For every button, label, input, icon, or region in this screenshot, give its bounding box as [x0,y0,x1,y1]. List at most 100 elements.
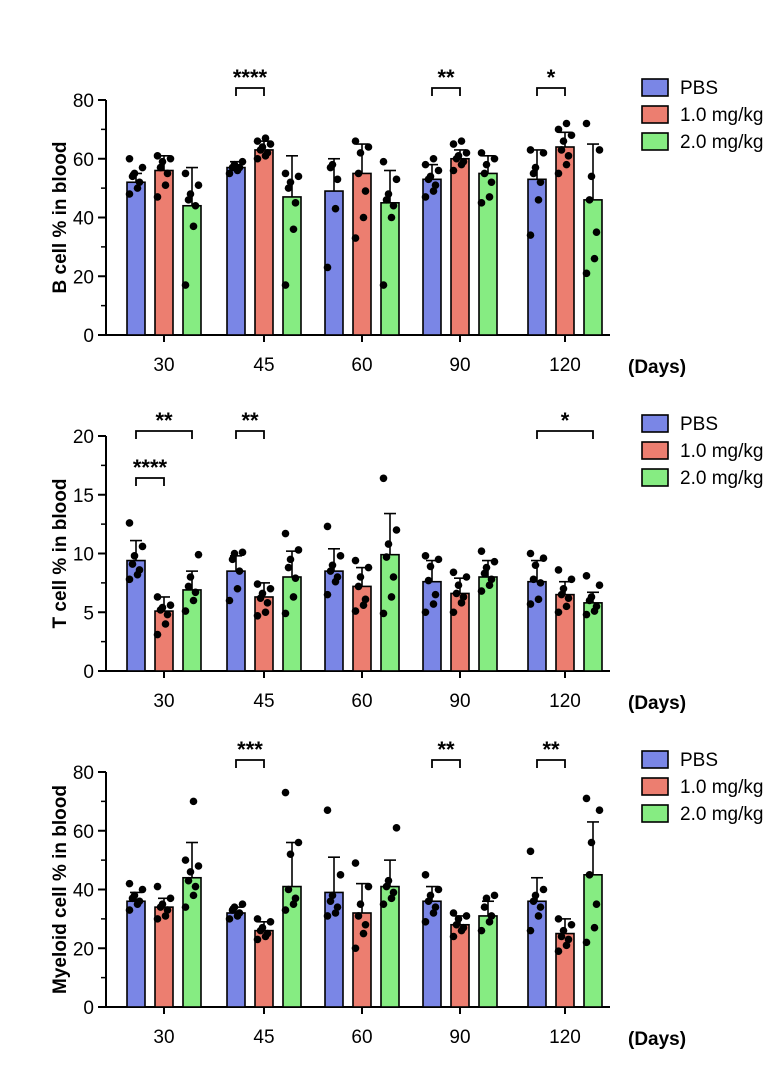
data-point [281,788,290,797]
data-point [462,912,471,920]
data-point [158,157,167,166]
data-point [534,196,543,204]
x-tick-label: 90 [449,1027,470,1048]
y-tick-label: 40 [73,209,94,230]
data-point [554,947,563,955]
x-tick-label: 30 [153,1027,174,1048]
data-point [582,610,591,619]
data-point [557,590,566,599]
data-point [426,891,435,900]
data-point [562,160,571,169]
data-point [429,909,438,917]
data-point [286,178,295,187]
data-point [379,474,388,483]
data-point [258,923,267,932]
data-point [477,547,486,555]
data-point [230,549,239,558]
legend-label: 1.0 mg/kg [680,441,763,462]
data-point [421,608,430,617]
data-point [323,912,332,920]
data-point [184,196,193,204]
data-point [462,149,471,157]
data-point [294,546,303,554]
data-point [166,894,175,903]
data-point [449,140,458,148]
data-point [421,871,430,879]
x-axis-label: (Days) [628,357,686,378]
bar [254,596,274,672]
data-point [526,847,535,856]
significance-bracket [536,87,566,96]
data-point [457,599,466,607]
data-point [529,169,538,178]
data-point [281,281,290,289]
data-point [379,281,388,289]
data-point [379,609,388,618]
data-point [258,143,267,151]
data-point [434,555,443,564]
significance-stars: ** [155,408,173,433]
data-point [554,608,563,617]
data-point [526,231,535,239]
data-point [266,584,275,593]
data-point [449,608,458,617]
data-point [587,838,596,847]
data-point [562,941,571,950]
data-point [582,269,591,278]
data-point [328,160,337,169]
data-point [153,630,162,639]
data-point [387,894,396,903]
data-point [354,582,363,591]
data-point [567,131,576,140]
data-point [284,563,293,572]
y-tick-label: 60 [73,150,94,171]
data-point [534,912,543,920]
data-point [281,906,290,914]
significance-stars: **** [133,455,168,480]
data-point [284,184,293,192]
x-axis-label: (Days) [628,1029,686,1050]
data-point [235,909,244,917]
data-point [281,169,290,178]
data-point [135,897,144,906]
y-axis-label: Myeloid cell % in blood [50,785,71,994]
data-point [125,906,134,914]
data-point [194,181,203,189]
data-point [238,157,247,166]
data-point [158,603,167,612]
data-point [158,900,167,908]
data-point [153,915,162,923]
data-point [191,201,200,210]
data-point [130,891,139,900]
data-point [135,566,144,574]
data-point [125,190,134,198]
data-point [133,184,142,192]
data-point [253,935,262,944]
data-point [225,169,234,178]
x-tick-label: 90 [449,691,470,712]
data-point [125,879,134,888]
data-point [595,806,604,814]
data-point [189,891,198,900]
data-point [392,526,401,534]
data-point [356,573,365,581]
data-point [421,160,430,169]
data-point [539,885,548,894]
y-tick-label: 80 [73,763,94,784]
data-point [153,152,162,160]
data-point [534,595,543,604]
data-point [163,169,172,178]
data-point [429,600,438,608]
bar [254,149,274,336]
x-tick-label: 45 [253,1027,274,1048]
data-point [477,587,486,595]
data-point [389,573,398,581]
data-point [161,181,170,189]
data-point [261,134,270,142]
data-point [554,125,563,134]
data-point [253,611,262,620]
bar [324,570,344,672]
data-point [163,906,172,914]
legend-swatch [641,132,669,151]
